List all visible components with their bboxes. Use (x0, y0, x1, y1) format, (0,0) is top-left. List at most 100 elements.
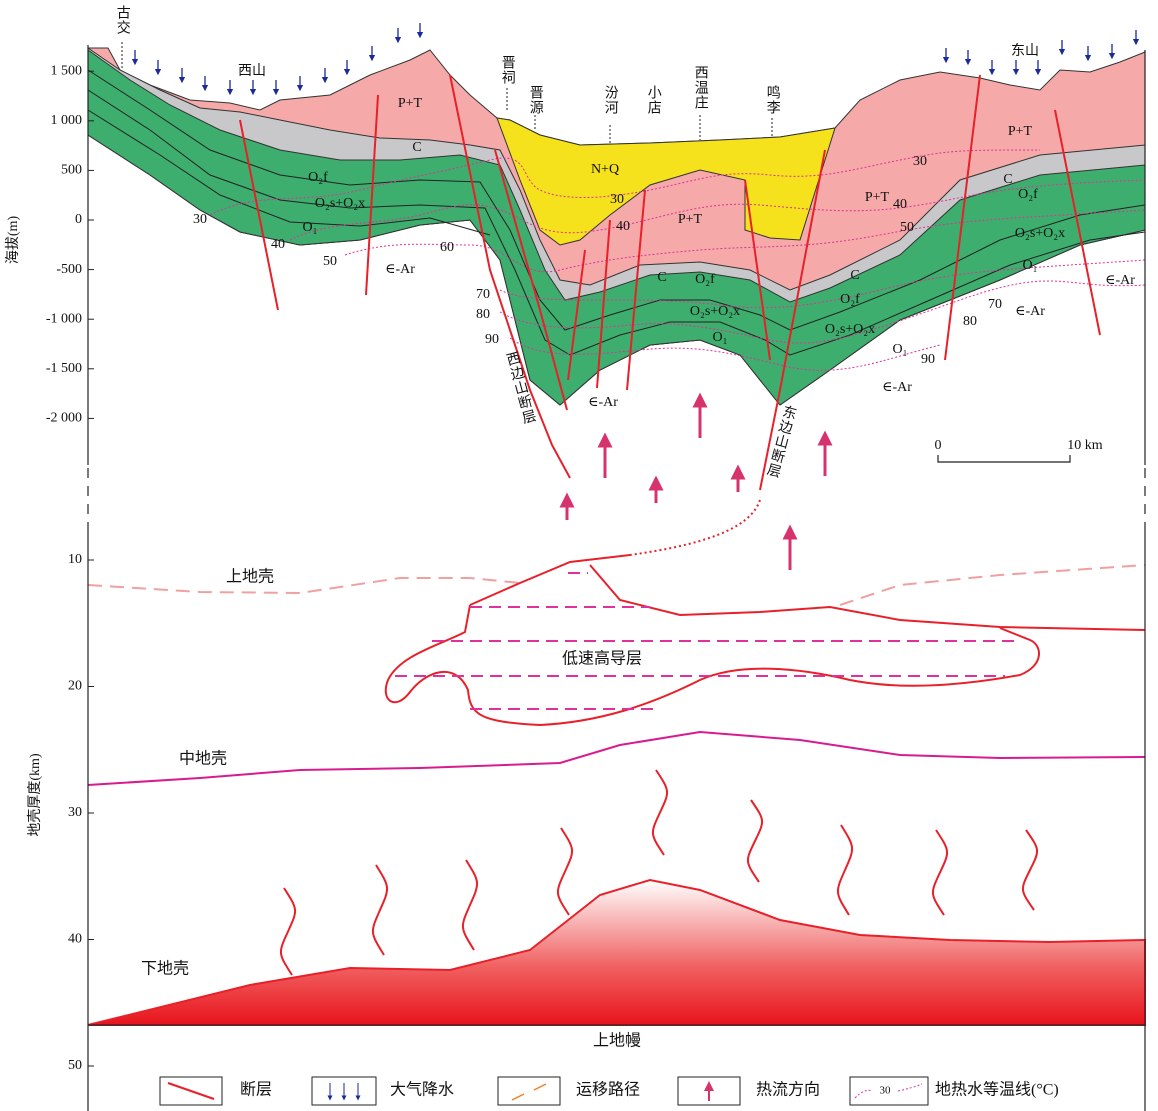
legend-box (498, 1077, 560, 1105)
formation-label: O₂f (695, 272, 715, 287)
place-name: 东山 (1011, 43, 1039, 59)
tick-label: -1 000 (46, 311, 82, 326)
lower-crust (88, 400, 1145, 1025)
formation-label: O₂s+O₂x (1015, 226, 1065, 241)
formation-label: P+T (678, 212, 703, 227)
isotherm-label: 90 (485, 332, 499, 347)
upper-axis-title: 海拔(m) (5, 216, 21, 265)
layer-dashes (395, 573, 1020, 709)
heat-squiggle (748, 800, 762, 882)
formation-label: C (1003, 172, 1012, 187)
heat-squiggle (653, 770, 667, 855)
scale-bar (938, 455, 1070, 462)
isotherm-label: 30 (193, 212, 207, 227)
isotherm-label: 40 (616, 219, 630, 234)
formation-label: ∈-Ar (588, 395, 618, 410)
upper-crust-line (840, 565, 1145, 605)
heat-squiggle (933, 830, 947, 915)
legend: 30 断层 大气降水 运移路径 热流方向 地热水等温线(°C) (160, 1077, 1059, 1105)
isotherm-label: 40 (271, 237, 285, 252)
formation-label: P+T (398, 96, 423, 111)
place-name: 汾河 (603, 85, 619, 115)
tick-label: -500 (56, 262, 82, 277)
formation-label: ∈-Ar (1015, 304, 1045, 319)
tick-label: 40 (68, 932, 82, 947)
formation-label: O₂f (1018, 187, 1038, 202)
place-name: 鸣李 (765, 84, 781, 115)
tick-label: 50 (68, 1058, 82, 1073)
crust-label: 下地壳 (141, 960, 189, 978)
isotherm-label: 90 (921, 352, 935, 367)
tick-label: 20 (68, 679, 82, 694)
heat-squiggle (838, 825, 852, 915)
upper-crust-line (88, 578, 520, 593)
tick-label: -1 500 (46, 361, 82, 376)
middle-crust-line (88, 732, 1145, 785)
scale-start: 0 (935, 438, 942, 453)
formation-label: O₂s+O₂x (690, 304, 740, 319)
crust-label: 低速高导层 (562, 650, 642, 668)
legend-label: 大气降水 (390, 1081, 454, 1099)
isotherm-label: 40 (893, 197, 907, 212)
strata (88, 48, 1145, 555)
crust-label: 上地壳 (226, 568, 274, 586)
formation-label: P+T (1008, 124, 1033, 139)
isotherm-label: 30 (913, 154, 927, 169)
formation-label: C (850, 268, 859, 283)
formation-label: O₂f (840, 292, 860, 307)
formation-label: O₂s+O₂x (825, 322, 875, 337)
place-name: 晋源 (528, 85, 544, 115)
tick-label: -2 000 (46, 411, 82, 426)
legend-label: 地热水等温线(°C) (935, 1081, 1059, 1099)
isotherm-label: 70 (988, 297, 1002, 312)
formation-label: O₁ (713, 330, 728, 345)
fault-dotted (630, 500, 760, 555)
tick-label: 0 (75, 212, 82, 227)
place-name: 古交 (115, 5, 131, 35)
crust-label: 中地壳 (179, 750, 227, 768)
isotherm-label: 30 (610, 192, 624, 207)
place-name: 西山 (238, 63, 266, 79)
legend-label: 断层 (240, 1081, 272, 1099)
formation-label: O₁ (1023, 258, 1038, 273)
formation-label: ∈-Ar (385, 262, 415, 277)
tick-label: 1 500 (51, 63, 83, 78)
crust-boundary (590, 565, 1145, 630)
formation-label: C (657, 270, 666, 285)
heat-squiggle (281, 888, 295, 975)
heat-squiggle (1023, 830, 1037, 910)
tick-label: 30 (68, 805, 82, 820)
tick-label: 500 (61, 163, 82, 178)
heat-squiggle (463, 860, 477, 950)
isotherm-label: 80 (963, 314, 977, 329)
legend-isotherm-value: 30 (880, 1085, 892, 1097)
place-name: 西温庄 (693, 65, 709, 110)
isotherm-label: 50 (900, 220, 914, 235)
crust-label: 上地幔 (593, 1032, 641, 1050)
place-name: 晋祠 (500, 55, 516, 85)
formation-label: C (412, 140, 421, 155)
heat-squiggle (558, 828, 572, 915)
legend-fault (168, 1083, 214, 1099)
formation-label: O₁ (893, 342, 908, 357)
scale-end: 10 km (1067, 438, 1103, 453)
isotherm-label: 80 (476, 307, 490, 322)
diagram: 0 10 km 海拔(m) 地壳厚度(km) 西边山断层 东边山断层 30 断层… (0, 0, 1158, 1111)
formation-label: O₂s+O₂x (315, 196, 365, 211)
isotherm-label: 60 (440, 240, 454, 255)
formation-label: P+T (865, 190, 890, 205)
legend-label: 热流方向 (756, 1081, 820, 1099)
isotherm-label: 50 (323, 254, 337, 269)
tick-label: 10 (68, 552, 82, 567)
place-name: 小店 (646, 85, 662, 115)
formation-label: ∈-Ar (882, 380, 912, 395)
heat-squiggle (373, 865, 387, 955)
lower-crust-hot (88, 880, 1145, 1025)
formation-label: ∈-Ar (1105, 273, 1135, 288)
formation-label: O₂f (308, 170, 328, 185)
tick-label: 1 000 (51, 113, 83, 128)
legend-migration (512, 1084, 546, 1100)
formation-label: N+Q (591, 162, 619, 177)
lower-axis-title: 地壳厚度(km) (26, 753, 43, 837)
legend-label: 运移路径 (576, 1081, 640, 1099)
